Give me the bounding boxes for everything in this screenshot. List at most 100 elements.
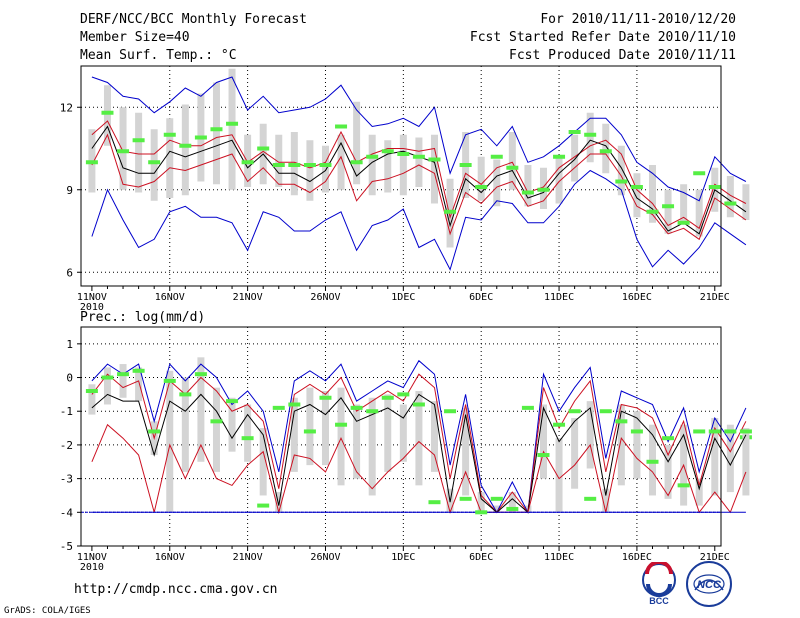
member-range-box [103,85,111,146]
member-range-box [244,404,252,462]
member-range-box [493,159,501,207]
ensemble-median-mark [599,409,612,414]
ensemble-median-mark [553,422,566,427]
ensemble-median-mark [490,154,503,159]
member-range-box [228,68,236,190]
member-range-box [726,176,734,218]
member-range-box [321,145,329,193]
y-tick-label: 12 [60,101,73,114]
ensemble-median-mark [677,483,690,488]
member-range-box [88,384,96,415]
ensemble-median-mark [85,389,98,394]
ensemble-median-mark [288,163,301,167]
member-range-box [695,478,703,506]
y-tick-label: -3 [60,473,73,486]
top-panel-variable: Mean Surf. Temp.: °C [80,48,237,63]
ensemble-median-mark [194,135,207,140]
ensemble-median-mark [444,409,457,414]
ensemble-median-mark [179,143,192,148]
ensemble-median-mark [163,132,176,137]
x-tick-label: 21NOV [233,292,263,303]
member-range-box [680,184,688,223]
member-range-box [415,391,423,486]
member-range-box [135,367,143,402]
member-range-box [617,145,625,196]
member-range-box [197,357,205,462]
member-range-box [571,134,579,182]
series-max-line [91,76,747,202]
series-mean-line [91,393,747,514]
ensemble-median-mark [599,149,612,154]
member-range-box [462,407,470,496]
ensemble-median-mark [428,500,441,505]
ensemble-median-mark [132,368,145,373]
ensemble-median-mark [693,171,706,176]
ensemble-median-mark [257,146,270,151]
ensemble-median-mark [350,160,363,165]
ensemble-median-mark [226,121,239,126]
series-lower-line [91,423,747,515]
y-tick-label: -5 [60,540,73,553]
ensemble-median-mark [397,152,410,156]
y-tick-label: 0 [66,372,73,385]
ensemble-median-mark [397,392,410,397]
ncc-logo: NCC [686,561,732,607]
ensemble-median-mark [537,187,550,192]
y-tick-label: -4 [60,506,74,519]
member-range-box [166,370,174,513]
member-range-box [617,404,625,486]
ensemble-median-mark [366,409,379,414]
member-range-box [726,424,734,493]
ensemble-median-mark [677,220,690,225]
chart-title: DERF/NCC/BCC Monthly Forecast [80,12,307,27]
x-tick-label: 21DEC [700,292,730,303]
series-max-line [91,359,747,514]
ensemble-median-mark [132,138,145,143]
ensemble-median-mark [335,124,348,129]
ensemble-median-mark [303,429,316,434]
ensemble-median-mark [584,132,597,137]
ensemble-median-mark [615,179,628,184]
member-range-box [555,156,563,204]
ensemble-median-mark [490,496,503,501]
member-range-box [306,140,314,201]
member-range-box [275,492,283,513]
member-range-box [508,132,516,190]
x-tick-label: 16DEC [622,292,652,303]
member-range-box [539,404,547,479]
ensemble-median-mark [241,436,254,441]
x-tick-label: 11DEC [544,292,574,303]
member-range-box [742,428,750,496]
member-range-box [430,134,438,204]
member-range-box [508,492,516,513]
member-range-box [384,394,392,472]
member-range-box [399,404,407,462]
ensemble-median-mark [630,185,643,189]
source-url: http://cmdp.ncc.cma.gov.cn [74,582,278,597]
ensemble-median-mark [428,157,441,162]
member-range-box [275,134,283,187]
member-range-box [290,397,298,472]
x-tick-label: 16NOV [155,292,185,303]
ensemble-median-mark [101,110,114,115]
member-range-box [477,492,485,513]
member-range-box [384,140,392,193]
x-tick-label: 11NOV [77,292,107,303]
x-tick-year-label: 2010 [80,562,104,573]
ensemble-median-mark [553,154,566,159]
member-range-box [633,411,641,479]
member-range-box [664,444,672,499]
ensemble-median-mark [506,506,519,511]
member-range-box [259,428,267,496]
member-range-box [181,104,189,196]
ensemble-median-mark [630,429,643,434]
ensemble-median-mark [537,453,550,458]
forecast-produced-date: Fcst Produced Date 2010/11/11 [509,48,736,63]
forecast-period: For 2010/11/11-2010/12/20 [540,12,736,27]
member-range-box [493,505,501,513]
grads-credit: GrADS: COLA/IGES [4,606,91,616]
ensemble-median-mark [521,190,534,195]
ensemble-median-mark [568,130,581,134]
ensemble-median-mark [366,154,379,159]
